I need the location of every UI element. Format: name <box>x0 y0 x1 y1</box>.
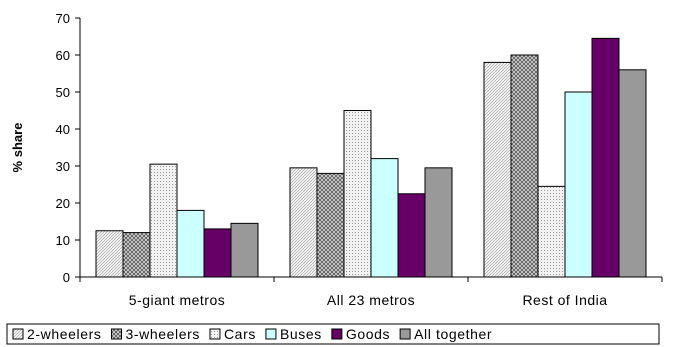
bar-2-wheelers-3 <box>483 61 512 278</box>
legend-swatch-2-wheelers <box>12 328 24 340</box>
bar-cars-1 <box>149 163 178 278</box>
legend-label-3-wheelers: 3-wheelers <box>125 326 199 342</box>
bars-layer <box>95 37 647 278</box>
bar-2-wheelers-2 <box>289 167 318 278</box>
bar-buses-3 <box>564 91 593 278</box>
legend: 2-wheelers 3-wheelers Cars Buses Goods All to… <box>6 323 660 345</box>
bar-cars-2 <box>343 110 372 278</box>
bar-all-together-1 <box>230 222 259 278</box>
bar-all-together-3 <box>618 69 647 278</box>
legend-label-buses: Buses <box>280 326 322 342</box>
legend-swatch-all-together <box>399 328 411 340</box>
bar-goods-1 <box>203 228 232 278</box>
bar-3-wheelers-2 <box>316 172 345 278</box>
y-tick-label: 20 <box>56 196 70 211</box>
bar-3-wheelers-1 <box>122 232 151 278</box>
bar-all-together-2 <box>424 167 453 278</box>
y-axis-title: % share <box>10 123 25 173</box>
legend-swatch-buses <box>265 328 277 340</box>
x-tick-label: Rest of India <box>522 292 607 308</box>
y-tick-label: 0 <box>63 270 70 285</box>
labels-layer: 0 10 20 30 40 50 60 70 % share 5-giant metros All … <box>10 11 607 308</box>
legend-label-2-wheelers: 2-wheelers <box>27 326 101 342</box>
x-tick-label: All 23 metros <box>327 292 415 308</box>
legend-label-goods: Goods <box>346 326 390 342</box>
y-tick-label: 70 <box>56 11 70 26</box>
legend-label-all-together: All together <box>414 326 492 342</box>
y-tick-label: 30 <box>56 159 70 174</box>
y-tick-label: 50 <box>56 85 70 100</box>
y-tick-label: 40 <box>56 122 70 137</box>
bar-goods-3 <box>591 37 620 278</box>
x-tick-label: 5-giant metros <box>129 292 225 308</box>
legend-swatch-cars <box>209 328 221 340</box>
bar-3-wheelers-3 <box>510 54 539 278</box>
legend-label-cars: Cars <box>224 326 256 342</box>
bar-2-wheelers-1 <box>95 230 124 278</box>
bar-buses-2 <box>370 158 399 278</box>
legend-swatch-goods <box>331 328 343 340</box>
bar-goods-2 <box>397 193 426 278</box>
bar-buses-1 <box>176 209 205 278</box>
bar-cars-3 <box>537 185 566 278</box>
y-tick-label: 10 <box>56 233 70 248</box>
legend-swatch-3-wheelers <box>110 328 122 340</box>
y-tick-label: 60 <box>56 48 70 63</box>
